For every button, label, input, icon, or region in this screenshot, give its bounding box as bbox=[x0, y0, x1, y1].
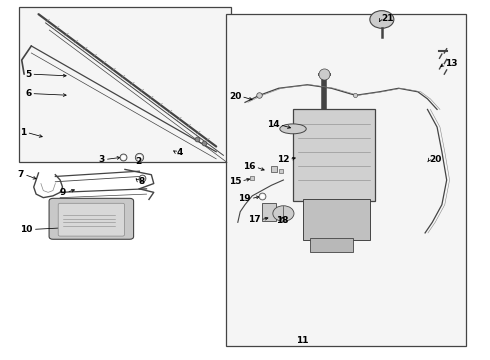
Bar bbox=[310, 238, 353, 252]
Text: 20: 20 bbox=[229, 92, 241, 101]
Text: 3: 3 bbox=[98, 155, 105, 164]
Bar bbox=[19, 7, 231, 162]
Bar bbox=[262, 203, 276, 221]
Text: 8: 8 bbox=[138, 176, 145, 185]
Circle shape bbox=[370, 11, 394, 28]
Text: 13: 13 bbox=[445, 59, 457, 68]
Bar bbox=[293, 109, 375, 201]
Text: 19: 19 bbox=[238, 194, 251, 203]
Text: 6: 6 bbox=[25, 89, 31, 98]
Text: 15: 15 bbox=[229, 176, 241, 185]
Circle shape bbox=[273, 206, 294, 221]
Text: 18: 18 bbox=[276, 216, 289, 225]
FancyBboxPatch shape bbox=[49, 198, 134, 239]
Text: 10: 10 bbox=[21, 225, 33, 234]
Text: 4: 4 bbox=[177, 148, 183, 157]
Ellipse shape bbox=[280, 124, 306, 134]
Text: 17: 17 bbox=[248, 215, 260, 224]
Text: 5: 5 bbox=[25, 70, 31, 79]
Text: 14: 14 bbox=[267, 120, 280, 129]
Text: 7: 7 bbox=[18, 170, 24, 179]
Text: 1: 1 bbox=[20, 128, 26, 137]
Bar bbox=[226, 14, 466, 346]
Text: 9: 9 bbox=[60, 188, 66, 197]
Bar bbox=[303, 199, 370, 240]
Text: 2: 2 bbox=[135, 157, 142, 166]
Text: 11: 11 bbox=[296, 336, 309, 345]
FancyBboxPatch shape bbox=[58, 203, 124, 236]
Text: 21: 21 bbox=[381, 14, 393, 23]
Text: 16: 16 bbox=[243, 162, 256, 171]
Text: 20: 20 bbox=[429, 155, 442, 164]
Text: 12: 12 bbox=[277, 155, 289, 164]
